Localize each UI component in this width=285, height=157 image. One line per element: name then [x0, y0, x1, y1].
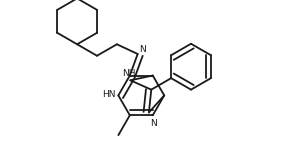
- Text: NH: NH: [122, 69, 136, 78]
- Text: HN: HN: [102, 90, 115, 99]
- Text: N: N: [150, 119, 157, 127]
- Text: N: N: [139, 45, 145, 54]
